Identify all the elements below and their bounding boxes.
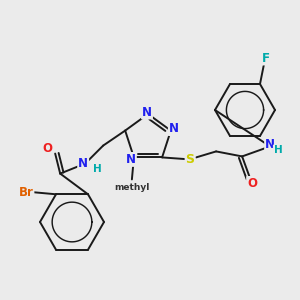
Text: O: O xyxy=(247,177,257,190)
Text: N: N xyxy=(126,153,136,166)
Text: N: N xyxy=(265,138,275,151)
Text: H: H xyxy=(93,164,101,174)
Text: methyl: methyl xyxy=(114,183,150,192)
Text: F: F xyxy=(262,52,270,64)
Text: O: O xyxy=(42,142,52,155)
Text: H: H xyxy=(274,146,283,155)
Text: N: N xyxy=(78,157,88,170)
Text: N: N xyxy=(142,106,152,118)
Text: N: N xyxy=(169,122,179,135)
Text: S: S xyxy=(186,153,195,166)
Text: Br: Br xyxy=(19,186,33,199)
